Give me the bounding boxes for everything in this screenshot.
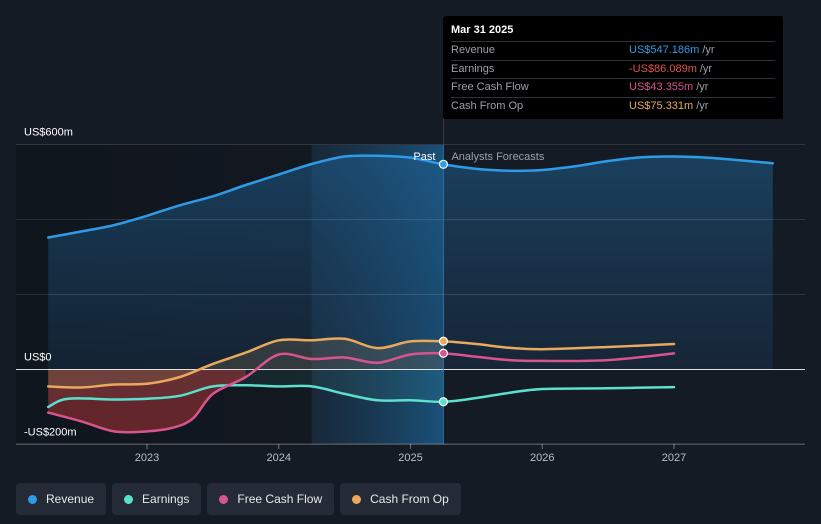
tooltip-row-value: US$547.186m — [629, 44, 700, 56]
legend-dot-icon — [28, 494, 37, 504]
tooltip-row-label: Revenue — [451, 44, 496, 56]
legend-item-earnings[interactable]: Earnings — [112, 483, 202, 515]
y-axis-label: US$600m — [24, 127, 73, 139]
x-axis-label: 2024 — [267, 452, 291, 464]
tooltip-row: Revenue US$547.186m/yr — [451, 41, 775, 60]
y-axis-label: US$0 — [24, 352, 52, 364]
tooltip-date: Mar 31 2025 — [451, 24, 514, 36]
tooltip-row-label: Earnings — [451, 62, 495, 75]
legend-item-label: Cash From Op — [370, 492, 449, 506]
tooltip-row-unit: /yr — [699, 62, 713, 75]
tooltip-row-label: Cash From Op — [451, 99, 524, 112]
earnings-line — [46, 383, 676, 409]
financial-chart: US$600m US$0 -US$200m 2023 2024 2025 2026 2027 P… — [16, 16, 805, 464]
earnings-marker — [438, 397, 449, 407]
tooltip-row: Earnings -US$86.089m/yr — [451, 59, 775, 79]
legend-dot-icon — [352, 494, 362, 504]
legend-item-cash-from-op[interactable]: Cash From Op — [340, 483, 461, 515]
tooltip-row-value: US$43.355m — [629, 81, 694, 93]
tooltip-row-unit: /yr — [696, 99, 709, 112]
legend-dot-icon — [219, 494, 229, 504]
x-axis-label: 2026 — [530, 452, 554, 464]
tooltip: Mar 31 2025 Revenue US$547.186m/yr Earning… — [443, 16, 783, 119]
tooltip-row-unit: /yr — [702, 44, 715, 56]
legend-item-label: Free Cash Flow — [237, 492, 323, 506]
legend-item-revenue[interactable]: Revenue — [16, 483, 107, 515]
revenue-line — [46, 154, 775, 239]
legend: Revenue Earnings Free Cash Flow Cash From O… — [16, 483, 461, 515]
x-axis-label: 2023 — [135, 452, 159, 464]
y-axis-label: -US$200m — [24, 427, 77, 439]
cash-from-op-marker — [438, 336, 449, 346]
x-axis-label: 2027 — [662, 452, 686, 464]
tooltip-row-value: US$75.331m — [629, 99, 694, 112]
tooltip-row-unit: /yr — [696, 81, 709, 93]
legend-item-label: Revenue — [46, 492, 95, 506]
cash-from-op-area — [48, 338, 444, 388]
tooltip-row-label: Free Cash Flow — [451, 81, 529, 93]
legend-item-free-cash-flow[interactable]: Free Cash Flow — [207, 483, 335, 515]
cash-from-op-line — [46, 337, 676, 389]
past-label: Past — [413, 151, 435, 163]
free-cash-flow-marker — [438, 348, 449, 358]
x-axis-label: 2025 — [398, 452, 422, 464]
tooltip-row: Cash From Op US$75.331m/yr — [451, 96, 775, 116]
forecast-label: Analysts Forecasts — [451, 151, 544, 163]
tooltip-row-value: -US$86.089m — [629, 62, 697, 75]
revenue-area — [48, 155, 773, 370]
tooltip-row: Free Cash Flow US$43.355m/yr — [451, 78, 775, 97]
legend-item-label: Earnings — [142, 492, 190, 506]
free-cash-flow-line — [46, 351, 676, 434]
legend-dot-icon — [124, 494, 134, 504]
revenue-marker — [438, 159, 449, 169]
